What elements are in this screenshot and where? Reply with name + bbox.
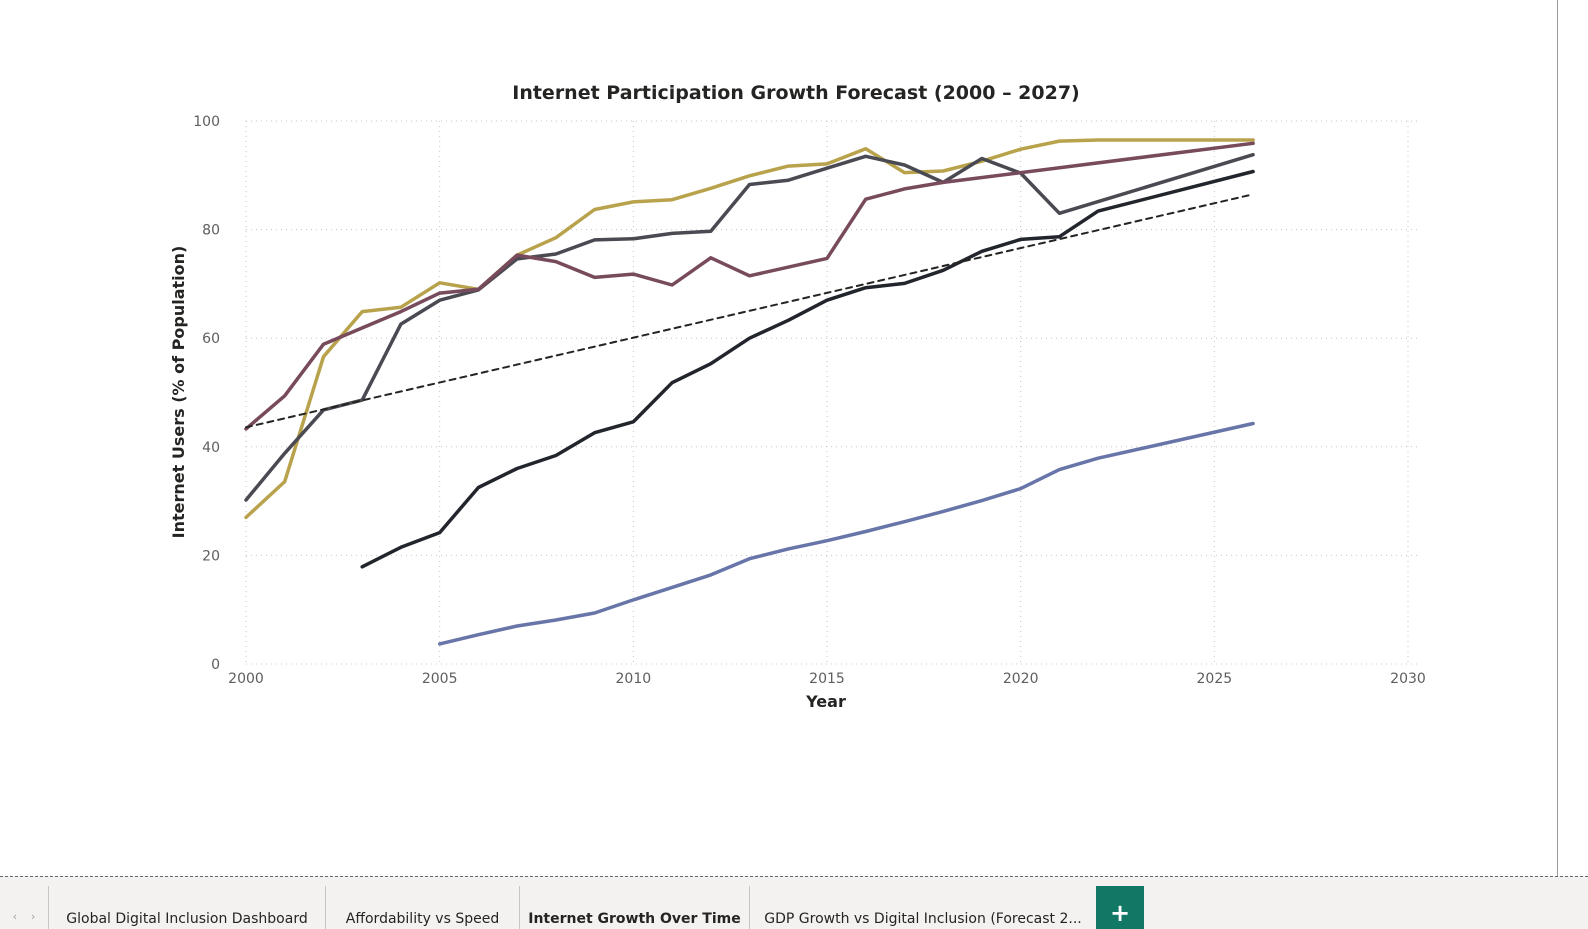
line-chart[interactable]: Internet Participation Growth Forecast (…: [0, 0, 1588, 876]
x-tick-label: 2020: [1003, 671, 1039, 687]
x-axis-title: Year: [805, 692, 846, 711]
series-line-2[interactable]: [244, 152, 1255, 502]
page-tab-bar: ‹ › Global Digital Inclusion Dashboard A…: [0, 876, 1588, 929]
plus-icon: +: [1109, 899, 1131, 927]
y-tick-label: 40: [202, 440, 220, 456]
tab-internet-growth-over-time[interactable]: Internet Growth Over Time: [519, 886, 749, 929]
tab-label: Internet Growth Over Time: [528, 911, 741, 927]
x-tick-label: 2030: [1390, 671, 1426, 687]
y-tick-label: 0: [211, 657, 220, 673]
axis-ticks: 0 20 40 60 80 100 2000 2005 2010 2015 2020 2025 2030: [193, 114, 1426, 687]
y-tick-label: 20: [202, 548, 220, 564]
canvas-border: [1557, 0, 1558, 876]
chevron-left-icon[interactable]: ‹: [12, 910, 17, 923]
add-page-button[interactable]: +: [1096, 886, 1144, 929]
tab-global-digital-inclusion-dashboard[interactable]: Global Digital Inclusion Dashboard: [48, 886, 325, 929]
x-tick-label: 2025: [1197, 671, 1233, 687]
series-line-3[interactable]: [244, 141, 1255, 431]
trend-line[interactable]: [245, 193, 1255, 429]
series-line-5[interactable]: [437, 421, 1255, 646]
x-tick-label: 2005: [422, 671, 458, 687]
y-tick-label: 60: [202, 331, 220, 347]
chart-title: Internet Participation Growth Forecast (…: [512, 82, 1080, 104]
tab-navigation: ‹ ›: [0, 887, 48, 927]
x-tick-label: 2010: [616, 671, 652, 687]
tab-label: GDP Growth vs Digital Inclusion (Forecas…: [764, 911, 1082, 927]
y-axis-title: Internet Users (% of Population): [169, 246, 188, 539]
y-tick-label: 100: [193, 114, 220, 130]
tab-label: Affordability vs Speed: [345, 911, 500, 927]
y-tick-label: 80: [202, 223, 220, 239]
series-lines: [244, 138, 1255, 646]
tab-affordability-vs-speed[interactable]: Affordability vs Speed: [325, 886, 519, 929]
tab-gdp-growth-vs-digital-inclusion[interactable]: GDP Growth vs Digital Inclusion (Forecas…: [749, 886, 1096, 929]
gridlines: [245, 120, 1418, 665]
x-tick-label: 2000: [228, 671, 264, 687]
series-line-4[interactable]: [360, 169, 1255, 569]
tab-label: Global Digital Inclusion Dashboard: [66, 911, 308, 927]
chevron-right-icon[interactable]: ›: [31, 910, 36, 923]
x-tick-label: 2015: [809, 671, 845, 687]
